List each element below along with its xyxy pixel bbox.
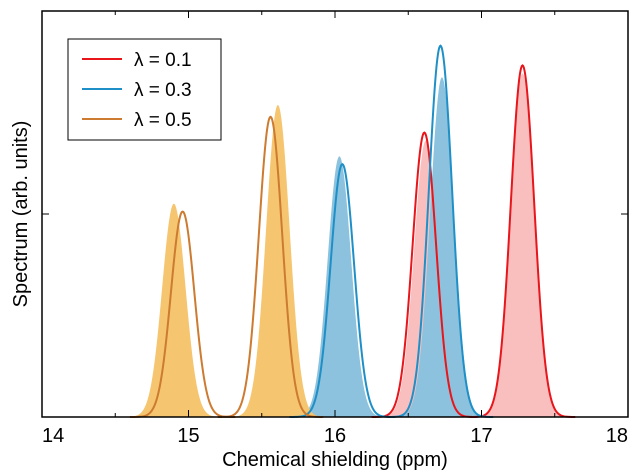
line-spectra-layer xyxy=(129,44,576,418)
x-axis-label: Chemical shielding (ppm) xyxy=(222,449,448,471)
line-peak-lambda-03-2 xyxy=(387,44,494,418)
line-peak-lambda-05-1 xyxy=(129,210,236,418)
legend-items: λ = 0.1 λ = 0.3 λ = 0.5 xyxy=(82,50,192,131)
legend-label-lambda-03: λ = 0.3 xyxy=(134,80,192,101)
x-tick-label: 14 xyxy=(42,425,64,447)
filled-peak-lambda-01-2 xyxy=(469,73,576,417)
filled-spectra-layer xyxy=(121,73,576,418)
filled-peak-lambda-03-2 xyxy=(389,77,495,418)
x-tick-label: 15 xyxy=(177,425,199,447)
legend-label-lambda-01: λ = 0.1 xyxy=(134,50,192,71)
line-peak-lambda-01-2 xyxy=(469,64,576,418)
legend: λ = 0.1 λ = 0.3 λ = 0.5 xyxy=(67,38,222,141)
filled-peak-lambda-03-1 xyxy=(286,156,393,418)
legend-label-lambda-05: λ = 0.5 xyxy=(134,110,192,131)
line-peak-lambda-05-2 xyxy=(217,115,324,418)
axis-ticks xyxy=(41,11,629,417)
y-axis-label: Spectrum (arb. units) xyxy=(10,121,32,308)
x-tick-label: 16 xyxy=(324,425,346,447)
filled-peak-lambda-05-1 xyxy=(121,203,227,417)
x-tick-label: 18 xyxy=(606,425,628,447)
x-tick-label: 17 xyxy=(470,425,492,447)
filled-peak-lambda-01-1 xyxy=(373,140,479,417)
line-peak-lambda-01-1 xyxy=(371,131,478,418)
x-tick-labels: 14 15 16 17 18 xyxy=(42,425,628,447)
filled-peak-lambda-05-2 xyxy=(225,104,331,417)
